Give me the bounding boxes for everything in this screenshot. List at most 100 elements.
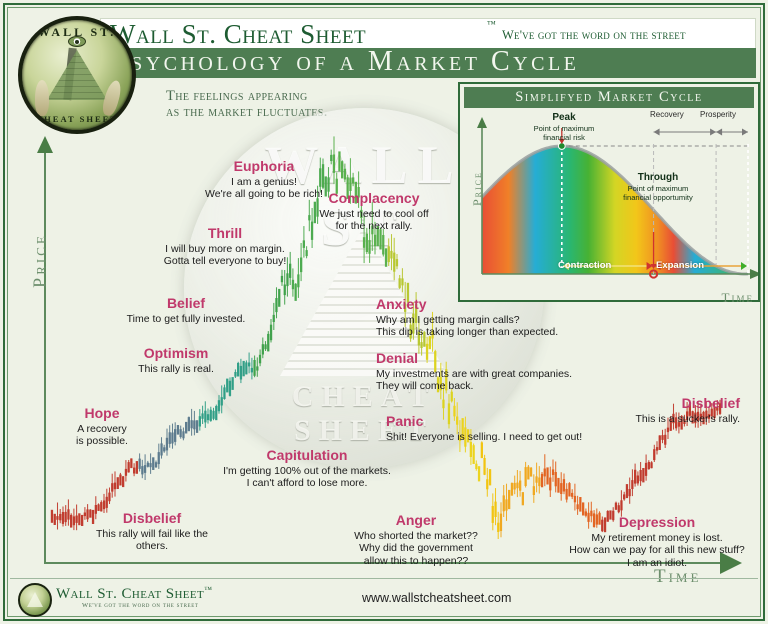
annotation-denial-line1: My investments are with great companies.: [376, 368, 573, 380]
inset-cycle-curve: [477, 117, 762, 279]
header-subtitle-line2: as the market fluctuates.: [166, 104, 328, 120]
annotation-capitulation-title: Capitulation: [266, 447, 348, 463]
annotation-optimism-line1: This rally is real.: [138, 363, 214, 375]
inset-plot-body: Price Time Peak Point of maximum financi…: [460, 110, 762, 305]
annotation-disbelief-2-title: Disbelief: [681, 395, 740, 411]
inset-peak-sub2: financial risk: [543, 132, 585, 142]
annotation-thrill-line1: I will buy more on margin.: [165, 243, 285, 255]
inset-price-axis-label: Price: [470, 171, 484, 206]
price-axis-arrow-icon: [37, 136, 53, 153]
header-subtitle-line1: The feelings appearing: [166, 88, 308, 104]
annotation-capitulation-line1: I'm getting 100% out of the markets.: [223, 465, 391, 477]
watermark-bottom-text: CHEAT SHEET: [291, 380, 437, 447]
annotation-complacency-line1: We just need to cool off: [319, 208, 429, 220]
annotation-disbelief-1-title: Disbelief: [122, 510, 182, 526]
page-title: Psychology of a Market Cycle: [112, 46, 580, 77]
price-axis-line: [44, 152, 46, 562]
annotation-panic-line1: Shit! Everyone is selling. I need to get…: [386, 431, 583, 443]
annotation-optimism: Optimism This rally is real.: [118, 345, 234, 375]
footer-trademark: ™: [204, 585, 213, 594]
inset-trough-sub1: Point of maximum: [627, 183, 689, 193]
wall-st-cheat-sheet-logo-seal: WALL ST. CHEAT SHEET: [18, 16, 136, 134]
annotation-anger-line1: Who shorted the market??: [354, 530, 478, 542]
annotation-disbelief-1-line1: This rally will fail like the others.: [95, 528, 209, 553]
footer-brand-text: Wall St. Cheat Sheet: [56, 586, 205, 602]
annotation-complacency-title: Complacency: [328, 190, 420, 206]
annotation-anger-title: Anger: [395, 512, 437, 528]
seal-wheat-left-icon: [35, 80, 49, 116]
annotation-euphoria: Euphoria I am a genius! We're all going …: [174, 158, 354, 201]
annotation-euphoria-line2: We're all going to be rich!: [205, 188, 323, 201]
inset-trough-title: Through: [637, 172, 679, 183]
annotation-euphoria-title: Euphoria: [233, 158, 295, 174]
inset-peak-sub1: Point of maximum: [533, 123, 595, 133]
candlestick-price-series: [50, 136, 722, 539]
annotation-belief-title: Belief: [166, 295, 206, 311]
inset-title: Simplifyed Market Cycle: [464, 87, 754, 108]
annotation-anxiety-line1: Why am I getting margin calls?: [376, 314, 520, 326]
annotation-depression-line2: How can we pay for all this new stuff?: [569, 544, 745, 557]
annotation-anxiety-title: Anxiety: [376, 296, 427, 312]
footer-logo-seal: [18, 583, 52, 617]
annotation-denial-line2: They will come back.: [376, 380, 474, 393]
annotation-anger-line3: allow this to happen??: [363, 554, 469, 567]
all-seeing-eye-icon: [68, 36, 86, 47]
brand-tagline: We've got the word on the street: [502, 28, 686, 42]
trademark-symbol: ™: [487, 19, 496, 29]
main-market-cycle-chart: WALL ST CHEAT SHEET Price Time Disbelief…: [14, 100, 754, 587]
seal-pyramid-icon: [47, 50, 107, 100]
annotation-hope-line2: is possible.: [76, 435, 128, 448]
annotation-complacency-line2: for the next rally.: [335, 220, 413, 233]
inset-prosperity-bracket-label: Prosperity: [700, 110, 737, 119]
annotation-thrill-line2: Gotta tell everyone to buy!: [163, 255, 287, 268]
annotation-optimism-title: Optimism: [143, 345, 209, 361]
annotation-belief: Belief Time to get fully invested.: [106, 295, 266, 325]
annotation-denial: Denial My investments are with great com…: [376, 350, 626, 393]
time-axis-label: Time: [654, 566, 702, 587]
annotation-anger-line2: Why did the government: [359, 542, 473, 555]
annotation-capitulation-line2: I can't afford to lose more.: [246, 477, 368, 490]
footer-brand: Wall St. Cheat Sheet™: [56, 585, 212, 603]
inset-contraction-band-label: Contraction: [558, 260, 612, 271]
footer-url[interactable]: www.wallstcheatsheet.com: [362, 591, 512, 605]
annotation-panic-title: Panic: [386, 413, 424, 429]
annotation-depression: Depression My retirement money is lost. …: [562, 514, 752, 569]
annotation-complacency: Complacency We just need to cool off for…: [296, 190, 452, 233]
inset-trough-sub2: financial opportumity: [623, 192, 693, 202]
annotation-belief-line1: Time to get fully invested.: [126, 313, 246, 325]
header-title-band: Psychology of a Market Cycle: [100, 46, 756, 78]
annotation-anger: Anger Who shorted the market?? Why did t…: [336, 512, 496, 567]
inset-recovery-bracket-label: Recovery: [650, 110, 684, 119]
annotation-hope-line1: A recovery: [77, 423, 127, 435]
inset-time-axis-label: Time: [721, 290, 754, 305]
annotation-disbelief-1: Disbelief This rally will fail like the …: [92, 510, 212, 553]
seal-bottom-text: CHEAT SHEET: [36, 114, 118, 124]
annotation-depression-line1: My retirement money is lost.: [591, 532, 723, 544]
annotation-depression-line3: I am an idiot.: [626, 556, 688, 569]
poster-header: Wall St. Cheat Sheet ™ We've got the wor…: [10, 10, 758, 134]
inset-trough-annotation: Through Point of maximum financial oppor…: [588, 172, 728, 202]
seal-top-text: WALL ST.: [37, 25, 117, 39]
annotation-capitulation: Capitulation I'm getting 100% out of the…: [212, 447, 402, 490]
inset-peak-annotation: Peak Point of maximum financial risk: [498, 112, 630, 142]
annotation-disbelief-2-line1: This is a sucker's rally.: [635, 413, 741, 425]
annotation-hope-title: Hope: [84, 405, 120, 421]
inset-expansion-band-label: Expansion: [656, 260, 705, 271]
annotation-anxiety: Anxiety Why am I getting margin calls? T…: [376, 296, 626, 339]
annotation-thrill-title: Thrill: [207, 225, 243, 241]
footer-tagline: We've got the word on the street: [82, 602, 199, 609]
annotation-anxiety-line2: This dip is taking longer than expected.: [376, 326, 559, 339]
brand-title: Wall St. Cheat Sheet: [110, 19, 367, 49]
time-axis-line: [44, 562, 724, 564]
annotation-panic: Panic Shit! Everyone is selling. I need …: [386, 413, 646, 443]
time-axis-arrow-icon: [720, 552, 742, 574]
annotation-thrill: Thrill I will buy more on margin. Gotta …: [140, 225, 310, 268]
annotation-euphoria-line1: I am a genius!: [231, 176, 297, 188]
inset-peak-title: Peak: [552, 112, 576, 123]
annotation-hope: Hope A recovery is possible.: [56, 405, 148, 448]
annotation-disbelief-2: Disbelief This is a sucker's rally.: [570, 395, 741, 425]
header-subtitle: The feelings appearing as the market flu…: [166, 88, 328, 120]
annotation-depression-title: Depression: [618, 514, 696, 530]
annotation-denial-title: Denial: [376, 350, 419, 366]
